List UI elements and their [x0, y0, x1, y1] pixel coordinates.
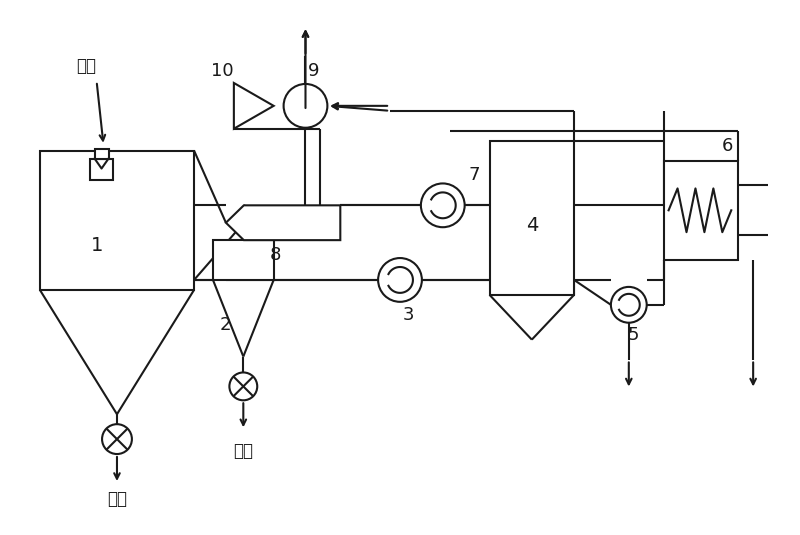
- Bar: [90, 158, 114, 180]
- Bar: [94, 149, 109, 158]
- Text: 3: 3: [402, 306, 414, 324]
- Text: 10: 10: [210, 62, 234, 80]
- Text: 2: 2: [220, 316, 231, 334]
- Circle shape: [284, 84, 327, 128]
- Text: 9: 9: [308, 62, 319, 80]
- Text: 5: 5: [628, 326, 639, 343]
- Text: 料液: 料液: [77, 57, 97, 75]
- Text: 产品: 产品: [107, 490, 127, 508]
- Bar: [40, 151, 194, 290]
- Bar: [213, 240, 274, 280]
- Polygon shape: [226, 205, 340, 240]
- Bar: [490, 141, 574, 295]
- Text: 7: 7: [469, 166, 480, 185]
- Text: 1: 1: [90, 235, 102, 255]
- Text: 8: 8: [270, 246, 282, 264]
- Bar: [664, 160, 738, 260]
- Polygon shape: [234, 83, 274, 129]
- Text: 6: 6: [722, 136, 734, 155]
- Circle shape: [102, 424, 132, 454]
- Circle shape: [611, 287, 646, 323]
- Circle shape: [421, 184, 465, 227]
- Text: 4: 4: [526, 216, 538, 235]
- Circle shape: [230, 372, 258, 400]
- Circle shape: [378, 258, 422, 302]
- Text: 产品: 产品: [234, 442, 254, 460]
